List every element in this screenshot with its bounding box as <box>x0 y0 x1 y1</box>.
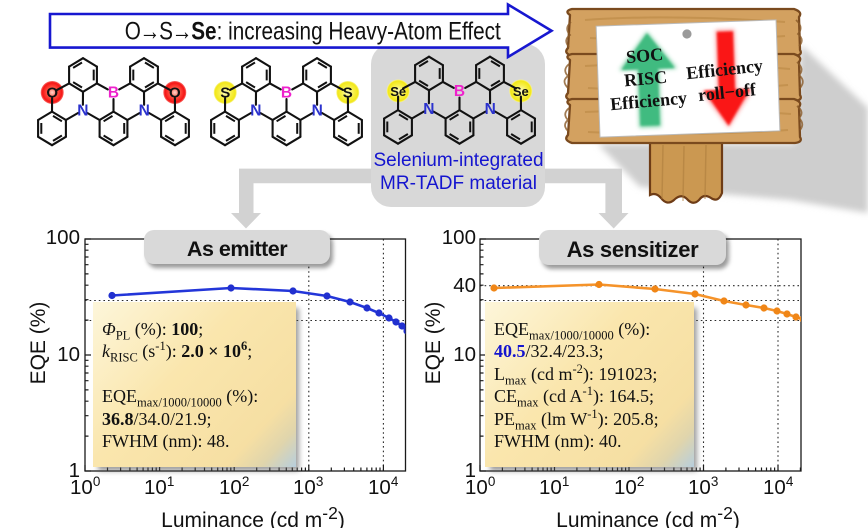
svg-text:S: S <box>220 85 230 102</box>
svg-text:O: O <box>46 85 58 102</box>
svg-text:Se: Se <box>390 84 406 99</box>
svg-text:N: N <box>139 103 150 120</box>
svg-text:RISC: RISC <box>623 67 668 91</box>
svg-text:O→S→Se: increasing Heavy-Atom: O→S→Se: increasing Heavy-Atom Effect <box>125 18 501 46</box>
svg-text:B: B <box>454 83 465 100</box>
svg-text:N: N <box>250 103 261 120</box>
svg-text:N: N <box>423 101 434 118</box>
svg-text:SOC: SOC <box>625 44 664 67</box>
svg-text:N: N <box>312 103 323 120</box>
svg-text:N: N <box>77 103 88 120</box>
svg-text:N: N <box>485 101 496 118</box>
svg-text:Se: Se <box>513 84 529 99</box>
svg-text:B: B <box>108 85 119 102</box>
svg-text:O: O <box>169 85 181 102</box>
svg-text:B: B <box>281 85 292 102</box>
svg-text:S: S <box>343 85 353 102</box>
